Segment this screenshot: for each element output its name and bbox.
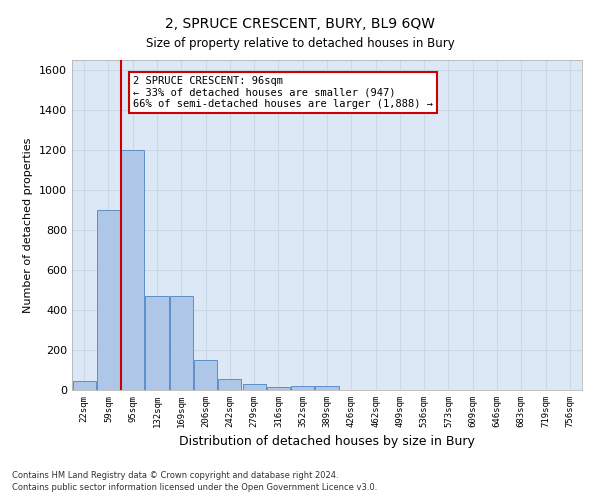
Text: 2 SPRUCE CRESCENT: 96sqm
← 33% of detached houses are smaller (947)
66% of semi-: 2 SPRUCE CRESCENT: 96sqm ← 33% of detach… xyxy=(133,76,433,109)
Bar xyxy=(316,386,338,390)
Text: 2, SPRUCE CRESCENT, BURY, BL9 6QW: 2, SPRUCE CRESCENT, BURY, BL9 6QW xyxy=(165,18,435,32)
Bar xyxy=(267,387,290,390)
Bar xyxy=(242,384,266,390)
Y-axis label: Number of detached properties: Number of detached properties xyxy=(23,138,34,312)
Bar xyxy=(291,386,314,390)
Text: Contains HM Land Registry data © Crown copyright and database right 2024.: Contains HM Land Registry data © Crown c… xyxy=(12,470,338,480)
Bar xyxy=(170,296,193,390)
Bar xyxy=(73,381,95,390)
Bar xyxy=(97,210,120,390)
Bar xyxy=(194,360,217,390)
Text: Contains public sector information licensed under the Open Government Licence v3: Contains public sector information licen… xyxy=(12,483,377,492)
Text: Size of property relative to detached houses in Bury: Size of property relative to detached ho… xyxy=(146,38,454,51)
X-axis label: Distribution of detached houses by size in Bury: Distribution of detached houses by size … xyxy=(179,436,475,448)
Bar xyxy=(145,296,169,390)
Bar xyxy=(121,150,144,390)
Bar xyxy=(218,379,241,390)
